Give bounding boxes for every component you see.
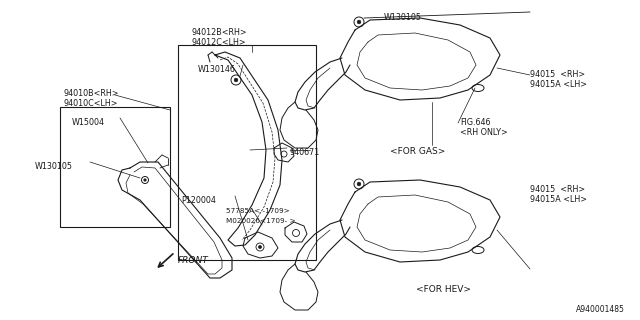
Text: 94015  <RH>: 94015 <RH>	[530, 185, 585, 194]
Text: 94012C<LH>: 94012C<LH>	[192, 38, 246, 47]
Circle shape	[357, 182, 361, 186]
Text: M020026<1709- >: M020026<1709- >	[226, 218, 296, 224]
Text: 94010C<LH>: 94010C<LH>	[63, 99, 118, 108]
Bar	[178, 45, 316, 260]
Text: FRONT: FRONT	[178, 256, 209, 265]
Text: W130105: W130105	[384, 13, 422, 22]
Text: 94010B<RH>: 94010B<RH>	[63, 89, 118, 98]
Circle shape	[234, 78, 238, 82]
Circle shape	[357, 20, 361, 24]
Circle shape	[144, 179, 146, 181]
Text: 94015  <RH>: 94015 <RH>	[530, 70, 585, 79]
Text: 94015A <LH>: 94015A <LH>	[530, 195, 587, 204]
Text: <RH ONLY>: <RH ONLY>	[460, 128, 508, 137]
Text: 94012B<RH>: 94012B<RH>	[192, 28, 248, 37]
Text: W15004: W15004	[72, 118, 105, 127]
Text: <FOR HEV>: <FOR HEV>	[416, 285, 471, 294]
Text: A940001485: A940001485	[576, 305, 625, 314]
Text: <FOR GAS>: <FOR GAS>	[390, 147, 445, 156]
Bar	[60, 107, 170, 227]
Text: W130146: W130146	[198, 65, 236, 74]
Text: P120004: P120004	[181, 196, 216, 205]
Text: 94015A <LH>: 94015A <LH>	[530, 80, 587, 89]
Text: 57785A< -1709>: 57785A< -1709>	[226, 208, 290, 214]
Circle shape	[259, 245, 262, 249]
Text: W130105: W130105	[35, 162, 73, 171]
Text: 940671: 940671	[290, 148, 320, 157]
Text: FIG.646: FIG.646	[460, 118, 490, 127]
